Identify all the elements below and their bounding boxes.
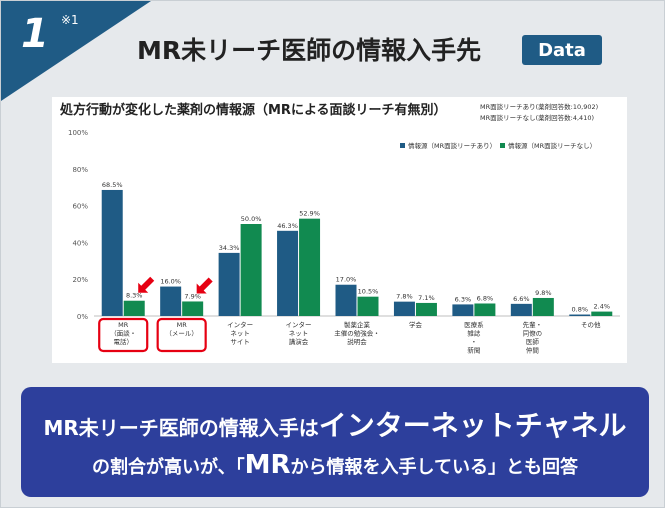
category-label: MR (118, 321, 129, 329)
summary-banner: MR未リーチ医師の情報入手はインターネットチャネル の割合が高いが、「MRから情… (21, 387, 649, 497)
bar (101, 189, 123, 316)
bar (240, 224, 262, 316)
summary-line-1-emphasis: インターネットチャネル (318, 409, 627, 442)
data-label: 52.9% (299, 210, 320, 218)
data-label: 16.0% (160, 278, 181, 286)
y-tick-label: 60% (72, 203, 88, 211)
legend-label: 情報源（MR面談リーチなし） (508, 141, 596, 150)
category-label: 雑誌 (467, 329, 481, 338)
bar (299, 218, 321, 316)
highlight-box (98, 317, 149, 353)
bar (452, 304, 474, 316)
category-label: 同僚の (523, 329, 543, 338)
sample-note: MR面談リーチあり(薬剤回答数:10,902) (480, 102, 598, 111)
category-label: 仲間 (526, 346, 539, 355)
bar (591, 311, 613, 316)
legend-swatch (500, 143, 505, 148)
category-label: 医療系 (464, 320, 484, 329)
data-label: 8.3% (126, 292, 143, 300)
category-label: 先輩・ (523, 320, 543, 329)
category-label: ネット (230, 330, 250, 338)
data-label: 10.5% (358, 288, 379, 296)
bar (393, 301, 415, 316)
highlight-arrow-icon (138, 276, 155, 293)
bar (415, 302, 437, 316)
footnote-mark: ※1 (61, 13, 79, 27)
highlight-arrow-icon (196, 277, 213, 294)
category-label: 講演会 (289, 337, 309, 346)
category-label: 主催の勉強会・ (334, 329, 380, 338)
bar (160, 286, 182, 316)
highlight-box (156, 317, 207, 353)
chart-title: 処方行動が変化した薬剤の情報源（MRによる面談リーチ有無別） (59, 102, 447, 118)
bar-chart: 処方行動が変化した薬剤の情報源（MRによる面談リーチ有無別） MR面談リーチあり(… (59, 102, 620, 355)
data-label: 34.3% (219, 244, 240, 252)
category-label: 医師 (526, 337, 540, 346)
summary-line-1: MR未リーチ医師の情報入手はインターネットチャネル (43, 404, 626, 444)
bar (123, 300, 145, 316)
category-label: （メール） (165, 330, 198, 338)
data-label: 46.3% (277, 222, 298, 230)
bar (532, 297, 554, 316)
category-label: 学会 (409, 320, 423, 329)
data-label: 50.0% (241, 215, 262, 223)
data-label: 7.8% (396, 293, 413, 301)
data-label: 17.0% (336, 276, 357, 284)
y-tick-label: 40% (72, 239, 88, 247)
summary-line-2-emphasis: MR (244, 450, 291, 480)
y-tick-label: 80% (72, 166, 88, 174)
header: 1 ※1 MR未リーチ医師の情報入手先 Data (1, 1, 665, 101)
data-label: 6.3% (455, 295, 472, 303)
page-title: MR未リーチ医師の情報入手先 (137, 36, 482, 65)
category-label: MR (177, 321, 188, 329)
y-tick-label: 0% (77, 313, 88, 321)
summary-line-2: の割合が高いが、「MRから情報を入手している」とも回答 (92, 450, 578, 480)
sample-note: MR面談リーチなし(薬剤回答数:4,410) (480, 113, 594, 122)
category-label: 電話） (113, 337, 133, 346)
y-tick-label: 100% (68, 129, 88, 137)
data-label: 2.4% (594, 303, 611, 311)
bar (182, 301, 204, 316)
legend-swatch (400, 143, 405, 148)
legend-label: 情報源（MR面談リーチあり） (408, 141, 496, 150)
data-label: 68.5% (102, 181, 123, 189)
category-label: インター (286, 320, 312, 329)
summary-line-2-prefix: の割合が高いが、「 (91, 457, 245, 478)
data-label: 6.8% (477, 294, 494, 302)
section-number: 1 (21, 11, 49, 57)
bar (474, 303, 496, 316)
bar (569, 314, 591, 316)
category-label: 新聞 (467, 346, 480, 355)
data-label: 7.9% (184, 292, 201, 300)
category-label: ・ (471, 338, 478, 346)
data-label: 9.8% (535, 289, 552, 297)
chart-panel: 処方行動が変化した薬剤の情報源（MRによる面談リーチ有無別） MR面談リーチあり(… (52, 97, 627, 363)
category-label: その他 (581, 320, 601, 329)
bar (510, 303, 532, 316)
summary-line-2-suffix: から情報を入手している」とも回答 (290, 457, 578, 478)
category-label: 説明会 (347, 337, 367, 346)
category-label: サイト (230, 338, 250, 346)
data-label: 7.1% (418, 294, 435, 302)
bar (218, 252, 240, 316)
category-label: 製薬企業 (344, 320, 371, 329)
category-label: （面談・ (110, 329, 136, 338)
bar (357, 296, 379, 316)
y-tick-label: 20% (72, 276, 88, 284)
category-label: ネット (289, 330, 309, 338)
bar (335, 284, 357, 316)
data-label: 6.6% (513, 295, 530, 303)
summary-line-1-prefix: MR未リーチ医師の情報入手は (43, 416, 319, 440)
category-label: インター (227, 320, 253, 329)
data-badge: Data (522, 35, 602, 65)
bar (277, 230, 299, 316)
data-label: 0.8% (572, 306, 589, 314)
